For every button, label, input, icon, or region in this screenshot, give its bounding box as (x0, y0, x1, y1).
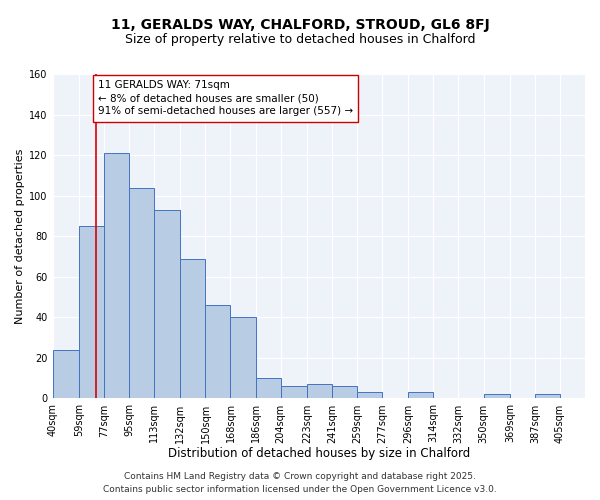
Bar (129, 188, 154, 398)
Bar (205, 305, 230, 398)
Bar (409, 392, 433, 398)
Bar (484, 394, 510, 398)
Text: 11 GERALDS WAY: 71sqm
← 8% of detached houses are smaller (50)
91% of semi-detac: 11 GERALDS WAY: 71sqm ← 8% of detached h… (98, 80, 353, 116)
X-axis label: Distribution of detached houses by size in Chalford: Distribution of detached houses by size … (167, 447, 470, 460)
Bar (181, 258, 205, 398)
Bar (256, 378, 281, 398)
Bar (332, 386, 357, 398)
Bar (154, 210, 181, 398)
Text: 11, GERALDS WAY, CHALFORD, STROUD, GL6 8FJ: 11, GERALDS WAY, CHALFORD, STROUD, GL6 8… (110, 18, 490, 32)
Text: Size of property relative to detached houses in Chalford: Size of property relative to detached ho… (125, 32, 475, 46)
Bar (79, 226, 104, 398)
Bar (281, 386, 307, 398)
Bar (230, 318, 256, 398)
Bar (307, 384, 332, 398)
Text: Contains HM Land Registry data © Crown copyright and database right 2025.
Contai: Contains HM Land Registry data © Crown c… (103, 472, 497, 494)
Bar (104, 153, 129, 398)
Y-axis label: Number of detached properties: Number of detached properties (15, 148, 25, 324)
Bar (357, 392, 382, 398)
Bar (53, 350, 79, 399)
Bar (535, 394, 560, 398)
